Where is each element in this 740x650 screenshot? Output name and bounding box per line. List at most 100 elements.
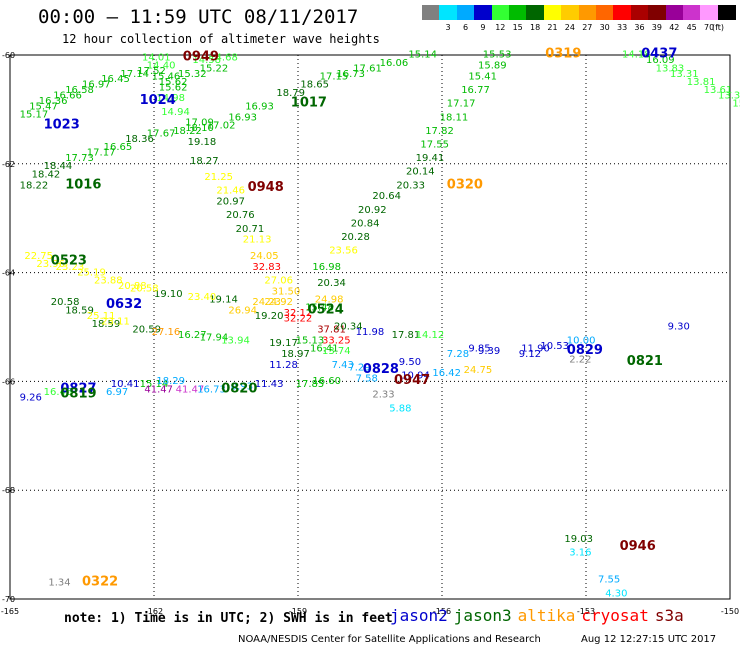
wave-height-value: 23.23 (56, 262, 85, 273)
wave-height-value: 32.83 (252, 262, 281, 273)
wave-height-value: 18.22 (173, 126, 202, 137)
wave-height-value: 21.46 (216, 186, 245, 197)
wave-height-value: 9.26 (20, 392, 42, 403)
wave-height-value: 15.17 (20, 110, 49, 121)
wave-height-value: 18.27 (190, 156, 219, 167)
wave-height-value: 11.90 (521, 343, 550, 354)
wave-height-value: 16.60 (312, 376, 341, 387)
scale-swatch (596, 5, 614, 20)
wave-height-value: 23.11 (101, 316, 130, 327)
scale-swatch (683, 5, 701, 20)
wave-height-value: 18.44 (44, 161, 73, 172)
wave-height-value: 41.47 (144, 384, 173, 395)
wave-height-value: 20.34 (334, 322, 363, 333)
scale-label: 12 (495, 23, 506, 32)
x-tick-label: -162 (145, 607, 163, 616)
pass-time-label: 0437 (641, 47, 677, 62)
scale-swatch (613, 5, 632, 20)
wave-height-value: 32.22 (284, 314, 313, 325)
wave-height-value: 16.98 (312, 262, 341, 273)
legend-item-s3a: s3a (654, 606, 684, 625)
wave-height-value: 24.98 (315, 295, 344, 306)
pass-time-label: 0829 (567, 343, 603, 358)
wave-height-value: 20.58 (130, 284, 159, 295)
wave-height-value: 16.46 (44, 387, 73, 398)
wave-height-value: 20.84 (351, 218, 380, 229)
pass-time-label: 0947 (394, 373, 430, 388)
pass-time-label: 0949 (183, 49, 219, 64)
wave-height-value: 18.29 (156, 376, 185, 387)
wave-height-value: 14.12 (416, 330, 445, 341)
pass-time-label: 0948 (248, 180, 284, 195)
wave-height-value: 16.06 (380, 58, 409, 69)
wave-height-value: 27.16 (152, 327, 181, 338)
wave-height-value: 11.98 (356, 327, 385, 338)
wave-height-value: 15.62 (159, 82, 188, 93)
wave-height-value: 20.28 (341, 232, 370, 243)
wave-height-value: 22.75 (24, 251, 53, 262)
wave-height-value: 16.27 (178, 330, 207, 341)
wave-height-value: 9.30 (668, 322, 690, 333)
legend-item-jason3: jason3 (453, 606, 512, 625)
wave-height-value: 6.97 (106, 387, 128, 398)
legend-item-cryosat: cryosat (581, 606, 649, 625)
wave-height-value: 20.64 (372, 191, 401, 202)
wave-height-value: 24.05 (250, 251, 279, 262)
pass-time-label: 0632 (106, 297, 142, 312)
wave-height-value: 13.31 (670, 69, 699, 80)
pass-time-label: 1024 (140, 93, 176, 108)
wave-height-value: 14.68 (209, 52, 238, 63)
pass-time-label: 0828 (363, 362, 399, 377)
x-tick-label: -153 (577, 607, 595, 616)
wave-height-value: 31.50 (272, 286, 301, 297)
page-title: 00:00 – 11:59 UTC 08/11/2017 (38, 6, 359, 28)
legend-item-altika: altika (517, 606, 576, 625)
wave-height-value: 14.40 (147, 61, 176, 72)
wave-height-value: 24.92 (264, 297, 293, 308)
wave-height-value: 15.62 (159, 77, 188, 88)
legend-item-jason2: jason2 (390, 606, 448, 625)
wave-height-value: 17.55 (420, 139, 449, 150)
scale-label: 9 (480, 23, 486, 32)
y-tick-label: -64 (2, 269, 15, 278)
wave-height-value: 25.11 (87, 311, 116, 322)
wave-height-value: 23.88 (94, 275, 123, 286)
scale-label: 3 (445, 23, 451, 32)
scale-swatch (630, 5, 649, 20)
pass-time-label: 0523 (51, 253, 87, 268)
wave-height-value: 19.18 (188, 137, 217, 148)
pass-time-label: 1023 (44, 117, 80, 132)
wave-height-value: 14.18 (622, 50, 651, 61)
scale-unit: (ft) (712, 23, 725, 32)
scale-swatch (578, 5, 597, 20)
wave-height-value: 17.94 (200, 333, 229, 344)
y-tick-label: -62 (2, 160, 15, 169)
scale-swatch (561, 5, 580, 20)
scale-label: 36 (634, 23, 645, 32)
wave-height-value: 21.25 (204, 172, 233, 183)
wave-height-value: 16.36 (39, 96, 68, 107)
wave-height-value: 5.88 (389, 403, 411, 414)
wave-height-value: 25.19 (77, 267, 106, 278)
wave-height-value: 16.66 (53, 91, 82, 102)
wave-height-value: 15.22 (200, 63, 229, 74)
x-tick-label: -150 (721, 607, 739, 616)
wave-height-value: 18.22 (20, 180, 49, 191)
pass-time-label: 0819 (60, 387, 96, 402)
scale-label: 18 (530, 23, 541, 32)
wave-height-value: 20.14 (406, 167, 435, 178)
scale-swatch (456, 5, 475, 20)
wave-height-value: 37.81 (317, 324, 346, 335)
wave-height-value: 15.53 (483, 50, 512, 61)
wave-height-value: 10.53 (540, 341, 569, 352)
wave-height-value: 15.47 (29, 101, 58, 112)
scale-swatch (474, 5, 493, 20)
wave-height-value: 20.71 (236, 224, 265, 235)
wave-height-value: 19.10 (154, 289, 183, 300)
wave-height-value: 21.13 (243, 235, 272, 246)
wave-height-value: 20.33 (396, 180, 425, 191)
y-tick-label: -66 (2, 377, 15, 386)
wave-height-value: 20.92 (358, 205, 387, 216)
scale-label: 24 (564, 23, 575, 32)
wave-height-value: 15.89 (478, 61, 507, 72)
